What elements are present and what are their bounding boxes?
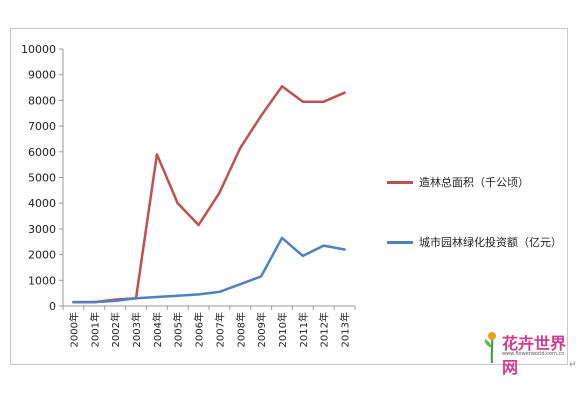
x-tick-label: 2010年 bbox=[276, 312, 289, 347]
x-tick-label: 2002年 bbox=[109, 312, 122, 347]
x-tick-label: 2011年 bbox=[297, 312, 310, 347]
watermark-logo: 花卉世界网 www.flowerworld.com.cn bbox=[482, 330, 574, 377]
y-tick-label: 6000 bbox=[28, 146, 56, 159]
y-tick-label: 1000 bbox=[28, 274, 56, 287]
legend-label-afforestation: 造林总面积（千公顷） bbox=[419, 176, 529, 189]
legend-item-investment: 城市园林绿化投资额（亿元） bbox=[387, 235, 577, 251]
y-tick-label: 8000 bbox=[28, 94, 56, 107]
y-tick-label: 5000 bbox=[28, 172, 56, 185]
x-tick-label: 2012年 bbox=[318, 312, 331, 347]
x-tick-label: 2006年 bbox=[193, 312, 206, 347]
x-tick-label: 2009年 bbox=[255, 312, 268, 347]
series-line-2 bbox=[72, 236, 346, 304]
watermark-url: www.flowerworld.com.cn bbox=[502, 351, 565, 357]
x-tick-label: 2004年 bbox=[151, 312, 164, 347]
x-tick-label: 2001年 bbox=[88, 312, 101, 347]
legend-swatch-afforestation bbox=[387, 181, 413, 184]
x-tick-label: 2003年 bbox=[130, 312, 143, 347]
chart-frame: 0 1000 2000 3000 4000 5000 6000 7000 8000 9000 100… bbox=[10, 28, 568, 365]
y-tick-label: 0 bbox=[49, 300, 56, 313]
x-tick-label: 2005年 bbox=[172, 312, 185, 347]
watermark-name: 花卉世界网 bbox=[502, 334, 567, 377]
line-chart: 0 1000 2000 3000 4000 5000 6000 7000 8000 9000 100… bbox=[21, 43, 356, 347]
y-tick-label: 4000 bbox=[28, 197, 56, 210]
x-tick-label: 2008年 bbox=[234, 312, 247, 347]
y-tick-label: 9000 bbox=[28, 69, 56, 82]
legend-label-investment: 城市园林绿化投资额（亿元） bbox=[419, 236, 562, 249]
y-tick-label: 10000 bbox=[21, 43, 56, 56]
series-line-1 bbox=[72, 85, 346, 304]
y-tick-label: 2000 bbox=[28, 249, 56, 262]
legend-item-afforestation: 造林总面积（千公顷） bbox=[387, 175, 577, 191]
x-tick-label: 2000年 bbox=[67, 312, 80, 347]
flower-icon bbox=[484, 332, 496, 364]
legend-swatch-investment bbox=[387, 241, 413, 244]
x-tick-label: 2013年 bbox=[339, 312, 352, 347]
paragraph-mark: ↵ bbox=[569, 360, 577, 370]
y-tick-label: 7000 bbox=[28, 120, 56, 133]
x-tick-label: 2007年 bbox=[213, 312, 226, 347]
y-tick-label: 3000 bbox=[28, 223, 56, 236]
